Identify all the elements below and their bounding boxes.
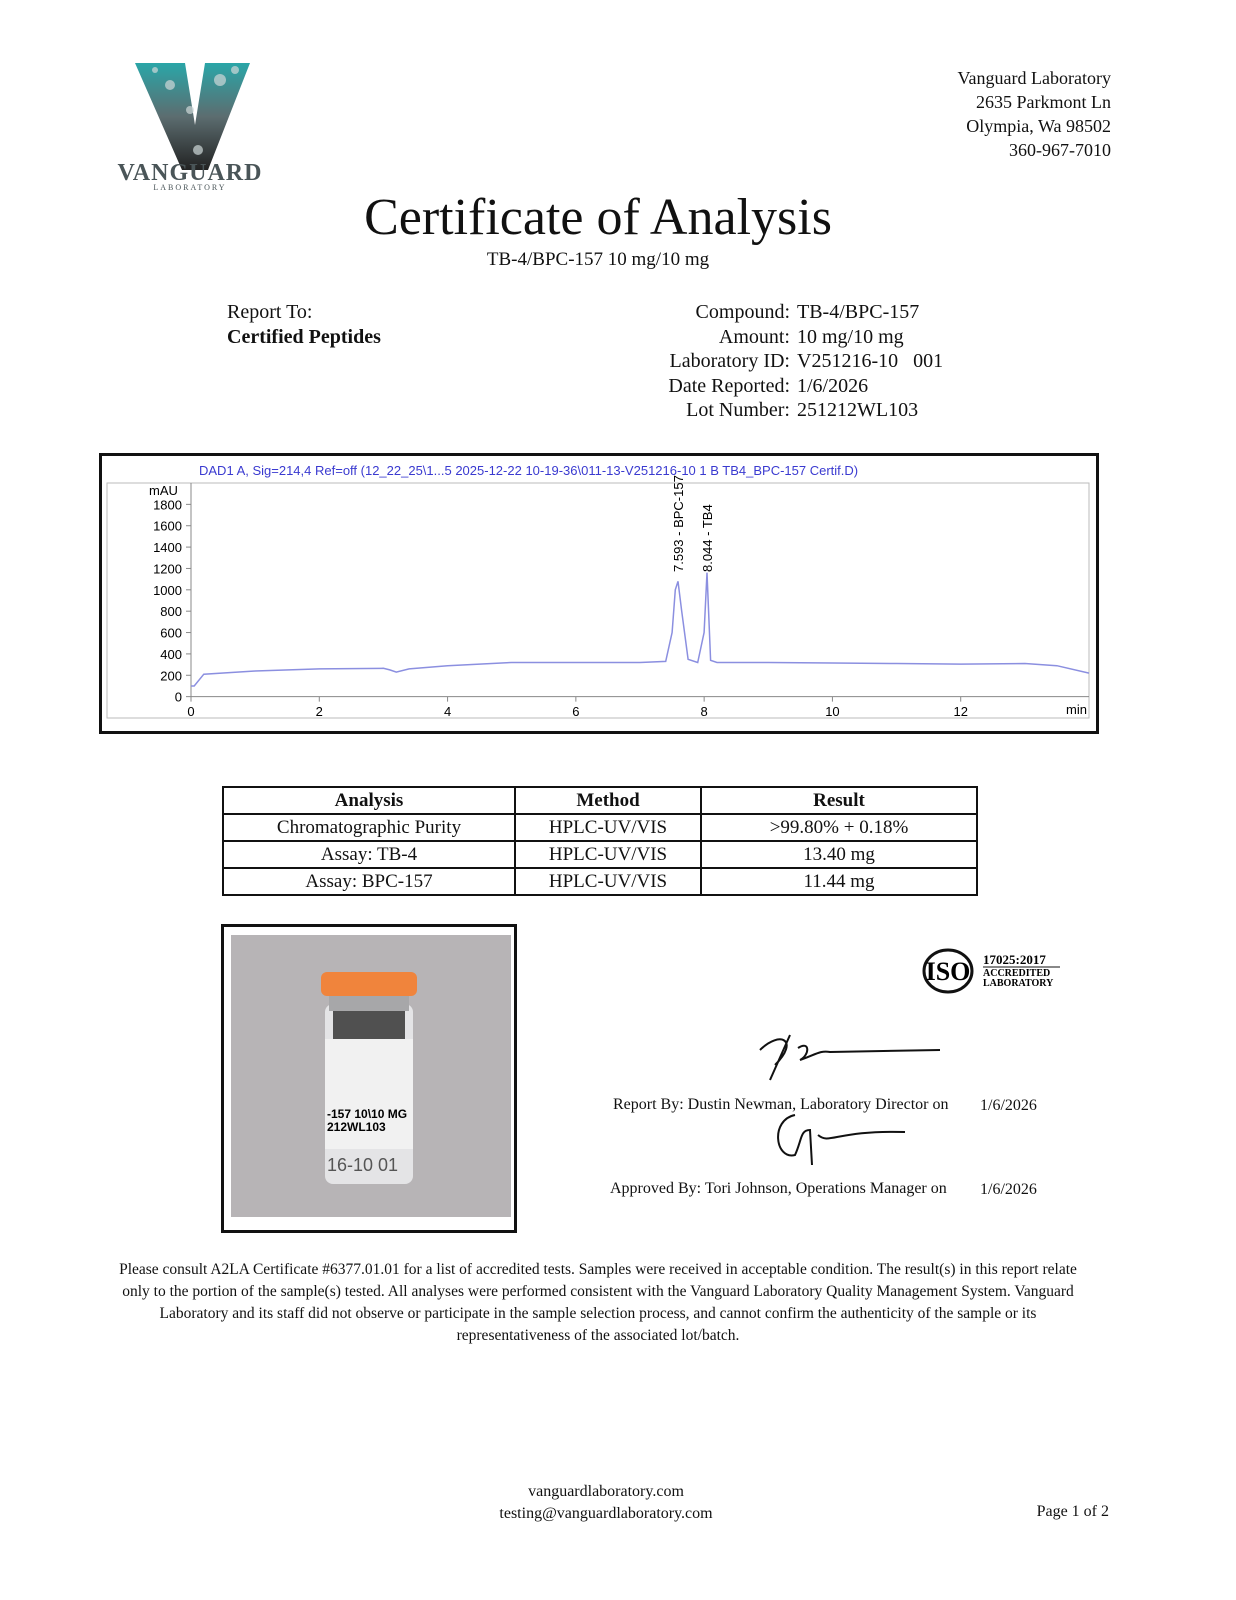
address-line: Vanguard Laboratory [957,68,1111,88]
iso-line: LABORATORY [983,978,1054,989]
detail-label: Date Reported: [668,374,790,397]
x-tick-label: 6 [572,704,579,719]
iso-badge: ISO 17025:2017 ACCREDITED LABORATORY [922,948,1060,994]
table-cell: Assay: TB-4 [222,840,516,869]
sample-photo: -157 10\10 MG 212WL103 16-10 01 [221,924,517,1233]
y-tick-label: 200 [160,668,182,683]
vial-label: -157 10\10 MG [327,1107,407,1121]
table-cell: 13.40 mg [700,840,978,869]
logo-name: VANGUARD [118,160,263,186]
iso-line: ACCREDITED [983,968,1050,979]
y-tick-label: 0 [175,690,182,705]
chromatogram: DAD1 A, Sig=214,4 Ref=off (12_22_25\1...… [99,453,1099,734]
y-tick-label: 1600 [153,519,182,534]
y-tick-label: 600 [160,626,182,641]
x-tick-label: 0 [187,704,194,719]
detail-value: TB-4/BPC-157 [797,301,920,323]
y-tick-label: 1800 [153,497,182,512]
table-cell: HPLC-UV/VIS [514,813,702,842]
footer-website: vanguardlaboratory.com [528,1483,684,1500]
peak-label: 8.044 - TB4 [700,504,715,572]
y-tick-label: 1000 [153,583,182,598]
plot-frame [106,482,1090,719]
y-axis-label: mAU [149,483,178,498]
y-tick-label: 400 [160,647,182,662]
detail-value: V251216-10 001 [797,350,944,372]
subtitle: TB-4/BPC-157 10 mg/10 mg [486,249,710,270]
title: Certificate of Analysis [364,189,832,246]
footer-email: testing@vanguardlaboratory.com [499,1505,713,1522]
detail-label: Laboratory ID: [669,350,790,372]
iso-mark: ISO [926,957,971,986]
table-cell: HPLC-UV/VIS [514,840,702,869]
x-tick-label: 8 [701,704,708,719]
report-to-name: Certified Peptides [227,326,381,348]
y-tick-label: 800 [160,604,182,619]
signature-line: Approved By: Tori Johnson, Operations Ma… [610,1180,947,1197]
detail-label: Amount: [718,325,790,348]
x-tick-label: 4 [444,704,451,719]
logo-tagline: LABORATORY [153,183,226,192]
table-cell: HPLC-UV/VIS [514,867,702,896]
address-line: 360-967-7010 [1009,140,1111,160]
x-tick-label: 10 [825,704,839,719]
vial-label: 212WL103 [327,1120,386,1134]
table-header: Result [700,786,978,815]
chromatogram-trace [191,572,1090,687]
page-number: Page 1 of 2 [1036,1503,1109,1520]
signatures [759,1034,941,1166]
x-axis-label: min [1066,702,1087,717]
table-cell: >99.80% + 0.18% [700,813,978,842]
signature-line: Report By: Dustin Newman, Laboratory Dir… [613,1096,949,1113]
x-tick-label: 12 [953,704,967,719]
address-line: 2635 Parkmont Ln [976,92,1111,112]
detail-value: 251212WL103 [797,399,919,421]
table-header: Analysis [222,786,516,815]
x-tick-label: 2 [316,704,323,719]
detail-label: Compound: [695,301,790,323]
peak-label: 7.593 - BPC-157 [671,475,686,572]
detail-label: Lot Number: [686,399,790,421]
detail-value: 1/6/2026 [797,374,869,397]
vial-label: 16-10 01 [327,1155,398,1175]
signature-date: 1/6/2026 [980,1097,1037,1114]
disclaimer: Please consult A2LA Certificate #6377.01… [119,1261,1077,1344]
table-cell: 11.44 mg [700,867,978,896]
results-table: Analysis Method Result Chromatographic Pur… [222,786,978,896]
logo: VANGUARD LABORATORY [118,63,263,192]
report-to-label: Report To: [227,301,313,323]
chart-frame [99,453,1099,734]
address-line: Olympia, Wa 98502 [966,116,1111,136]
signature-date: 1/6/2026 [980,1181,1037,1198]
iso-standard: 17025:2017 [983,952,1046,967]
table-cell: Assay: BPC-157 [222,867,516,896]
y-tick-label: 1200 [153,561,182,576]
table-header: Method [514,786,702,815]
detail-value: 10 mg/10 mg [797,325,904,348]
chart-title: DAD1 A, Sig=214,4 Ref=off (12_22_25\1...… [199,463,858,478]
table-cell: Chromatographic Purity [222,813,516,842]
y-tick-label: 1400 [153,540,182,555]
